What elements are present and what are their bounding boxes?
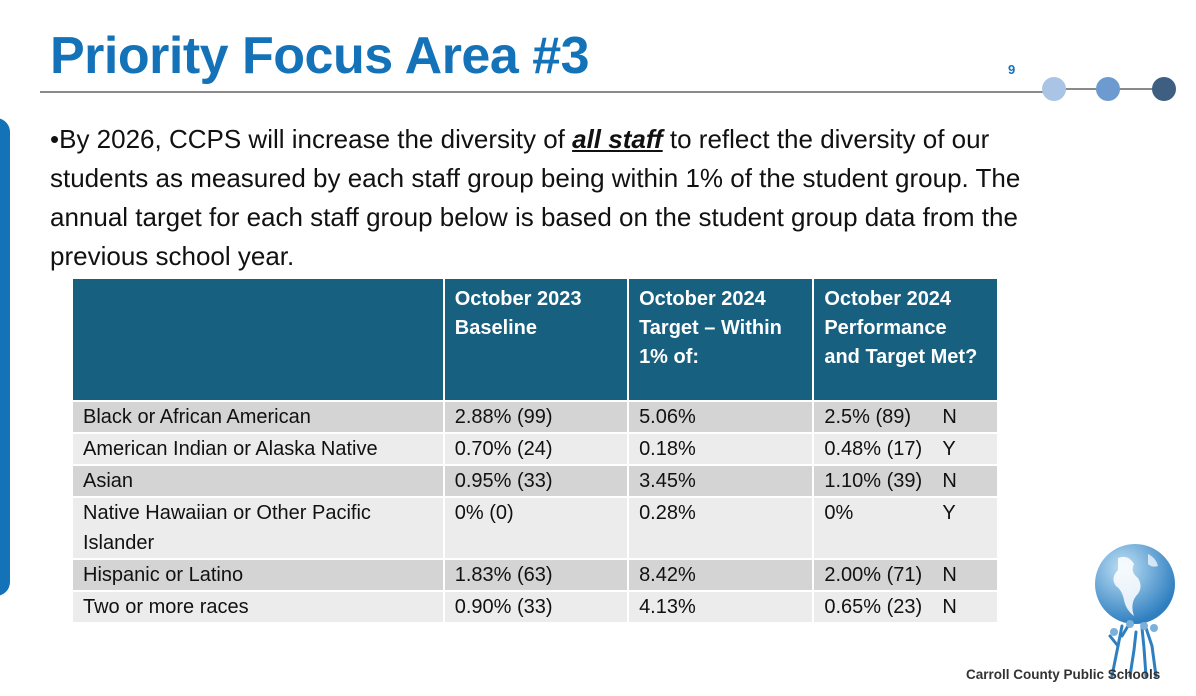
table-row: Two or more races 0.90% (33) 4.13% 0.65%…: [73, 590, 997, 622]
bullet-text-end: to reflect the diversity of our students…: [50, 124, 1021, 271]
row-group: Asian: [73, 464, 445, 497]
row-performance-cell: 1.10% (39) N: [813, 464, 997, 497]
row-target: 8.42%: [628, 558, 815, 591]
row-group: Two or more races: [73, 590, 445, 622]
row-met: Y: [942, 502, 956, 524]
row-target: 0.28%: [628, 496, 815, 559]
row-baseline: 1.83% (63): [443, 558, 630, 591]
table-header-row: October 2023 Baseline October 2024 Targe…: [73, 279, 997, 401]
row-met: N: [942, 564, 957, 586]
row-performance: 0.48% (17): [824, 438, 923, 460]
row-baseline: 0.70% (24): [443, 432, 630, 465]
bullet-emphasis: all staff: [572, 124, 663, 154]
row-performance: 0%: [824, 502, 854, 524]
left-accent-bar: [0, 118, 10, 596]
header-group: [73, 279, 445, 401]
row-performance-cell: 0.65% (23) N: [813, 590, 997, 622]
table-row: Hispanic or Latino 1.83% (63) 8.42% 2.00…: [73, 558, 997, 591]
page-number: 9: [1008, 62, 1016, 77]
header-performance: October 2024 Performance and Target Met?: [813, 279, 997, 401]
table-row: Black or African American 2.88% (99) 5.0…: [73, 400, 997, 433]
row-target: 5.06%: [628, 400, 815, 433]
table-row: Asian 0.95% (33) 3.45% 1.10% (39) N: [73, 464, 997, 497]
row-group: Native Hawaiian or Other Pacific Islande…: [73, 496, 445, 559]
row-target: 0.18%: [628, 432, 815, 465]
title-divider: [40, 91, 1050, 93]
progress-dots-icon: [1042, 77, 1176, 101]
table-row: American Indian or Alaska Native 0.70% (…: [73, 432, 997, 465]
row-met: N: [942, 406, 957, 428]
row-performance-cell: 2.5% (89) N: [813, 400, 997, 433]
header-baseline: October 2023 Baseline: [443, 279, 630, 401]
row-baseline: 0% (0): [443, 496, 630, 559]
row-target: 4.13%: [628, 590, 815, 622]
row-performance: 1.10% (39): [824, 470, 923, 492]
row-performance: 2.5% (89): [824, 406, 912, 428]
globe-logo-icon: [1095, 544, 1175, 678]
row-performance-cell: 0.48% (17) Y: [813, 432, 997, 465]
diversity-table: October 2023 Baseline October 2024 Targe…: [73, 279, 997, 622]
row-baseline: 0.95% (33): [443, 464, 630, 497]
row-met: N: [942, 470, 957, 492]
row-target: 3.45%: [628, 464, 815, 497]
row-baseline: 0.90% (33): [443, 590, 630, 622]
footer-org-name: Carroll County Public Schools: [966, 667, 1161, 682]
row-performance: 0.65% (23): [824, 596, 923, 618]
row-group: Black or African American: [73, 400, 445, 433]
row-baseline: 2.88% (99): [443, 400, 630, 433]
row-performance-cell: 0% Y: [813, 496, 997, 559]
bullet-marker: •: [50, 124, 60, 154]
row-group: American Indian or Alaska Native: [73, 432, 445, 465]
row-performance: 2.00% (71): [824, 564, 923, 586]
table-row: Native Hawaiian or Other Pacific Islande…: [73, 496, 997, 559]
bullet-paragraph: •By 2026, CCPS will increase the diversi…: [50, 120, 1030, 276]
row-performance-cell: 2.00% (71) N: [813, 558, 997, 591]
slide-title: Priority Focus Area #3: [50, 27, 590, 85]
row-met: N: [942, 596, 957, 618]
row-group: Hispanic or Latino: [73, 558, 445, 591]
header-target: October 2024 Target – Within 1% of:: [628, 279, 815, 401]
bullet-text-start: By 2026, CCPS will increase the diversit…: [59, 124, 573, 154]
row-met: Y: [942, 438, 956, 460]
